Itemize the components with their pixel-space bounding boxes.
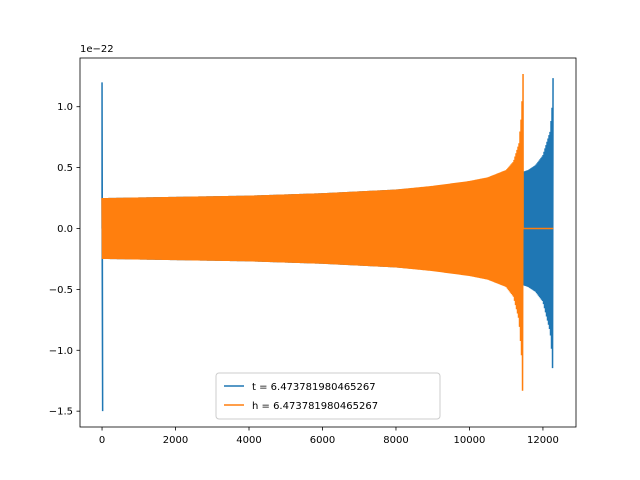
y-axis: −1.5 −1.0 −0.5 0.0 0.5 1.0 <box>49 102 80 418</box>
legend-label: h = 6.473781980465267 <box>252 401 378 412</box>
x-tick-label: 2000 <box>163 435 188 446</box>
x-tick-label: 0 <box>99 435 105 446</box>
y-tick-label: −0.5 <box>49 285 73 296</box>
series-line-h <box>101 73 554 391</box>
legend-box <box>215 372 441 420</box>
series-layer <box>101 73 554 412</box>
plot-area <box>101 73 554 412</box>
y-tick-label: 0.5 <box>57 163 73 174</box>
y-tick-label: −1.0 <box>49 346 73 357</box>
x-axis: 0 2000 4000 6000 8000 10000 12000 <box>99 427 559 446</box>
legend: t = 6.473781980465267 h = 6.4737819804652… <box>215 372 441 420</box>
axes-frame <box>79 57 577 428</box>
x-tick-label: 12000 <box>527 435 559 446</box>
y-tick-label: 0.0 <box>57 224 73 235</box>
legend-label: t = 6.473781980465267 <box>252 382 376 393</box>
x-tick-label: 8000 <box>383 435 408 446</box>
x-tick-label: 6000 <box>310 435 335 446</box>
y-tick-label: −1.5 <box>49 407 73 418</box>
y-tick-label: 1.0 <box>57 102 73 113</box>
x-tick-label: 10000 <box>454 435 486 446</box>
y-axis-offset-text: 1e−22 <box>80 44 114 55</box>
axes-border <box>79 57 577 428</box>
x-tick-label: 4000 <box>236 435 261 446</box>
